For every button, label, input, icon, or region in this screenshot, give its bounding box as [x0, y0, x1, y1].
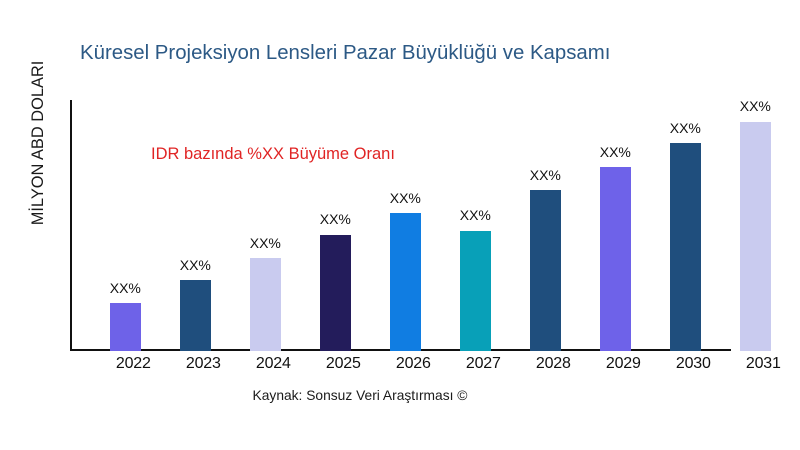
- bar-value-label: XX%: [249, 235, 281, 251]
- bar-2024: [249, 258, 281, 351]
- x-tick-label: 2028: [535, 355, 571, 372]
- bar-value-label: XX%: [599, 143, 631, 160]
- x-tick-label: 2022: [115, 355, 151, 372]
- bar-2026: [389, 213, 421, 351]
- bar-value-label: XX%: [669, 119, 701, 136]
- bar-2027: [459, 230, 491, 351]
- bar-value-label: XX%: [319, 211, 351, 228]
- bar-value-label: XX%: [739, 98, 771, 115]
- bar-2023: [179, 280, 211, 351]
- x-tick-label: 2031: [745, 355, 781, 372]
- x-tick-label: 2029: [605, 355, 641, 372]
- chart-title: Küresel Projeksiyon Lensleri Pazar Büyük…: [80, 41, 611, 64]
- bar-2031: [739, 121, 771, 351]
- x-tick-label: 2023: [185, 355, 221, 372]
- bar-2022: [109, 303, 141, 351]
- x-tick-label: 2024: [255, 355, 291, 372]
- growth-annotation: IDR bazında %XX Büyüme Oranı: [151, 145, 395, 163]
- x-tick-label: 2026: [395, 355, 431, 372]
- x-tick-label: 2030: [675, 355, 711, 372]
- bar-2028: [529, 190, 561, 351]
- bar-2030: [669, 143, 701, 351]
- bar-value-label: XX%: [179, 256, 211, 273]
- bar-value-label: XX%: [459, 207, 491, 224]
- bar-2029: [599, 167, 631, 351]
- x-tick-label: 2027: [465, 355, 501, 372]
- source-caption: Kaynak: Sonsuz Veri Araştırması ©: [252, 388, 468, 403]
- x-tick-label: 2025: [325, 355, 361, 372]
- bar-value-label: XX%: [389, 189, 421, 206]
- bar-value-label: XX%: [529, 166, 561, 183]
- bar-value-label: XX%: [109, 279, 141, 296]
- y-axis-line: [70, 99, 72, 351]
- bar-2025: [319, 234, 351, 351]
